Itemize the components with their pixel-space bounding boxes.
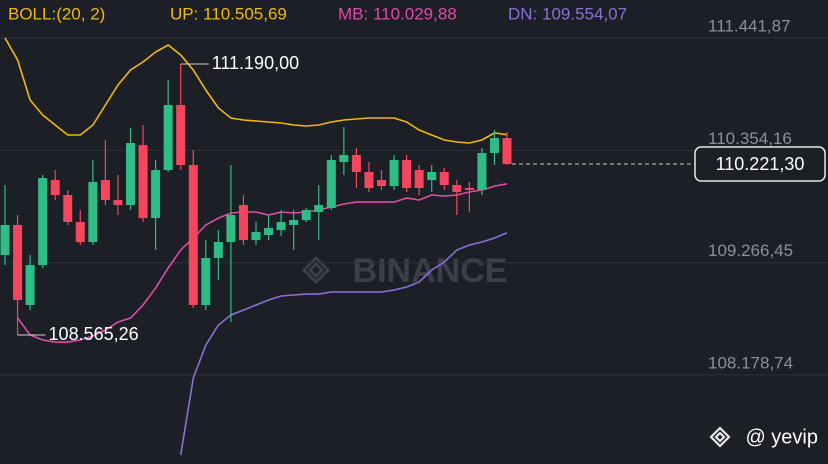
candle-body: [63, 195, 73, 222]
candle-body: [502, 138, 512, 165]
band-line: [179, 232, 508, 456]
candle-body: [88, 182, 98, 243]
candle-body: [314, 205, 324, 212]
candle-body: [402, 160, 412, 189]
candle-body: [75, 221, 85, 243]
candle-body: [339, 154, 349, 162]
last-price-box: [694, 146, 826, 182]
y-tick-label: 110.354,16: [708, 129, 792, 148]
band-line: [16, 183, 508, 343]
candle-body: [163, 105, 173, 171]
candle-body: [13, 224, 23, 301]
candle-body: [289, 220, 299, 225]
candle-body: [251, 232, 261, 241]
candle-body: [414, 170, 424, 189]
y-tick-label: 111.441,87: [708, 16, 791, 35]
candle-body: [188, 164, 198, 305]
legend-entry: MB: 110.029,88: [338, 4, 457, 23]
candle-body: [427, 172, 437, 181]
candle-body: [151, 170, 161, 219]
candle-body: [38, 178, 48, 266]
candle-body: [50, 180, 60, 196]
candle-body: [201, 258, 211, 305]
candle-body: [126, 142, 135, 206]
credit-logo: [709, 426, 731, 448]
last-price-label: 110.221,30: [716, 154, 805, 174]
candle-body: [377, 180, 386, 187]
candle-body: [464, 188, 474, 190]
candle-body: [113, 199, 123, 206]
candle-body: [452, 185, 462, 193]
candle-body: [477, 153, 487, 190]
candle-body: [276, 221, 286, 231]
candle-body: [0, 224, 10, 256]
candle-body: [100, 180, 110, 200]
candle-body: [439, 172, 449, 186]
indicator-label: BOLL:(20, 2): [8, 4, 105, 23]
legend-entry: DN: 109.554,07: [508, 4, 627, 23]
candle-body: [489, 138, 499, 154]
candle-body: [264, 227, 274, 235]
annotation-label: 111.190,00: [212, 53, 299, 73]
band-line: [4, 37, 508, 144]
candle-body: [351, 154, 361, 173]
candle-body: [389, 160, 399, 187]
candle-body: [176, 105, 186, 165]
candle-body: [213, 242, 223, 259]
legend-entry: UP: 110.505,69: [170, 4, 287, 23]
candle-body: [25, 265, 35, 305]
y-tick-label: 109.266,45: [708, 241, 793, 260]
candle-body: [238, 205, 248, 241]
credit: @ yevip: [745, 426, 818, 448]
y-tick-label: 108.178,74: [708, 353, 793, 372]
watermark-logo: [301, 255, 331, 285]
candle-body: [326, 160, 336, 209]
candle-body: [226, 214, 236, 243]
annotation-label: 108.565,26: [49, 324, 139, 344]
candle-body: [138, 145, 148, 219]
candle-body: [364, 172, 374, 189]
candle-body: [301, 210, 311, 221]
